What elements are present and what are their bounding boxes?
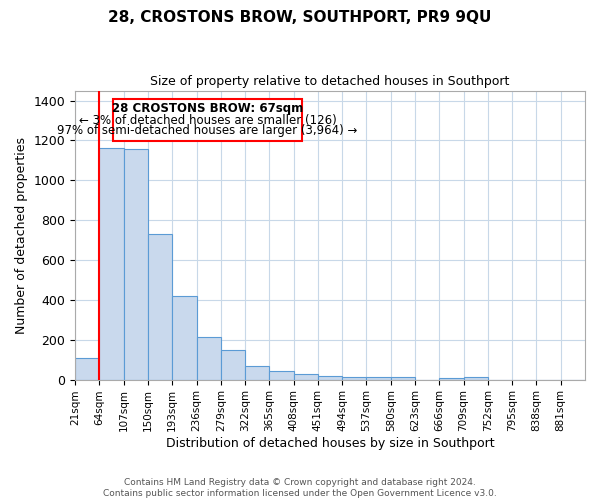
- Bar: [391, 376, 415, 380]
- Bar: [197, 336, 221, 380]
- Title: Size of property relative to detached houses in Southport: Size of property relative to detached ho…: [151, 75, 510, 88]
- Y-axis label: Number of detached properties: Number of detached properties: [15, 136, 28, 334]
- Bar: [439, 378, 464, 380]
- Bar: [318, 376, 342, 380]
- Bar: [464, 376, 488, 380]
- Bar: [100, 148, 124, 380]
- Text: ← 3% of detached houses are smaller (126): ← 3% of detached houses are smaller (126…: [79, 114, 337, 128]
- Text: 28 CROSTONS BROW: 67sqm: 28 CROSTONS BROW: 67sqm: [112, 102, 303, 114]
- Bar: [245, 366, 269, 380]
- X-axis label: Distribution of detached houses by size in Southport: Distribution of detached houses by size …: [166, 437, 494, 450]
- FancyBboxPatch shape: [113, 98, 302, 142]
- Bar: [367, 376, 391, 380]
- Bar: [124, 150, 148, 380]
- Text: 28, CROSTONS BROW, SOUTHPORT, PR9 9QU: 28, CROSTONS BROW, SOUTHPORT, PR9 9QU: [109, 10, 491, 25]
- Bar: [269, 370, 293, 380]
- Bar: [293, 374, 318, 380]
- Bar: [172, 296, 197, 380]
- Bar: [75, 358, 100, 380]
- Text: 97% of semi-detached houses are larger (3,964) →: 97% of semi-detached houses are larger (…: [57, 124, 358, 138]
- Text: Contains HM Land Registry data © Crown copyright and database right 2024.
Contai: Contains HM Land Registry data © Crown c…: [103, 478, 497, 498]
- Bar: [221, 350, 245, 380]
- Bar: [148, 234, 172, 380]
- Bar: [342, 376, 367, 380]
